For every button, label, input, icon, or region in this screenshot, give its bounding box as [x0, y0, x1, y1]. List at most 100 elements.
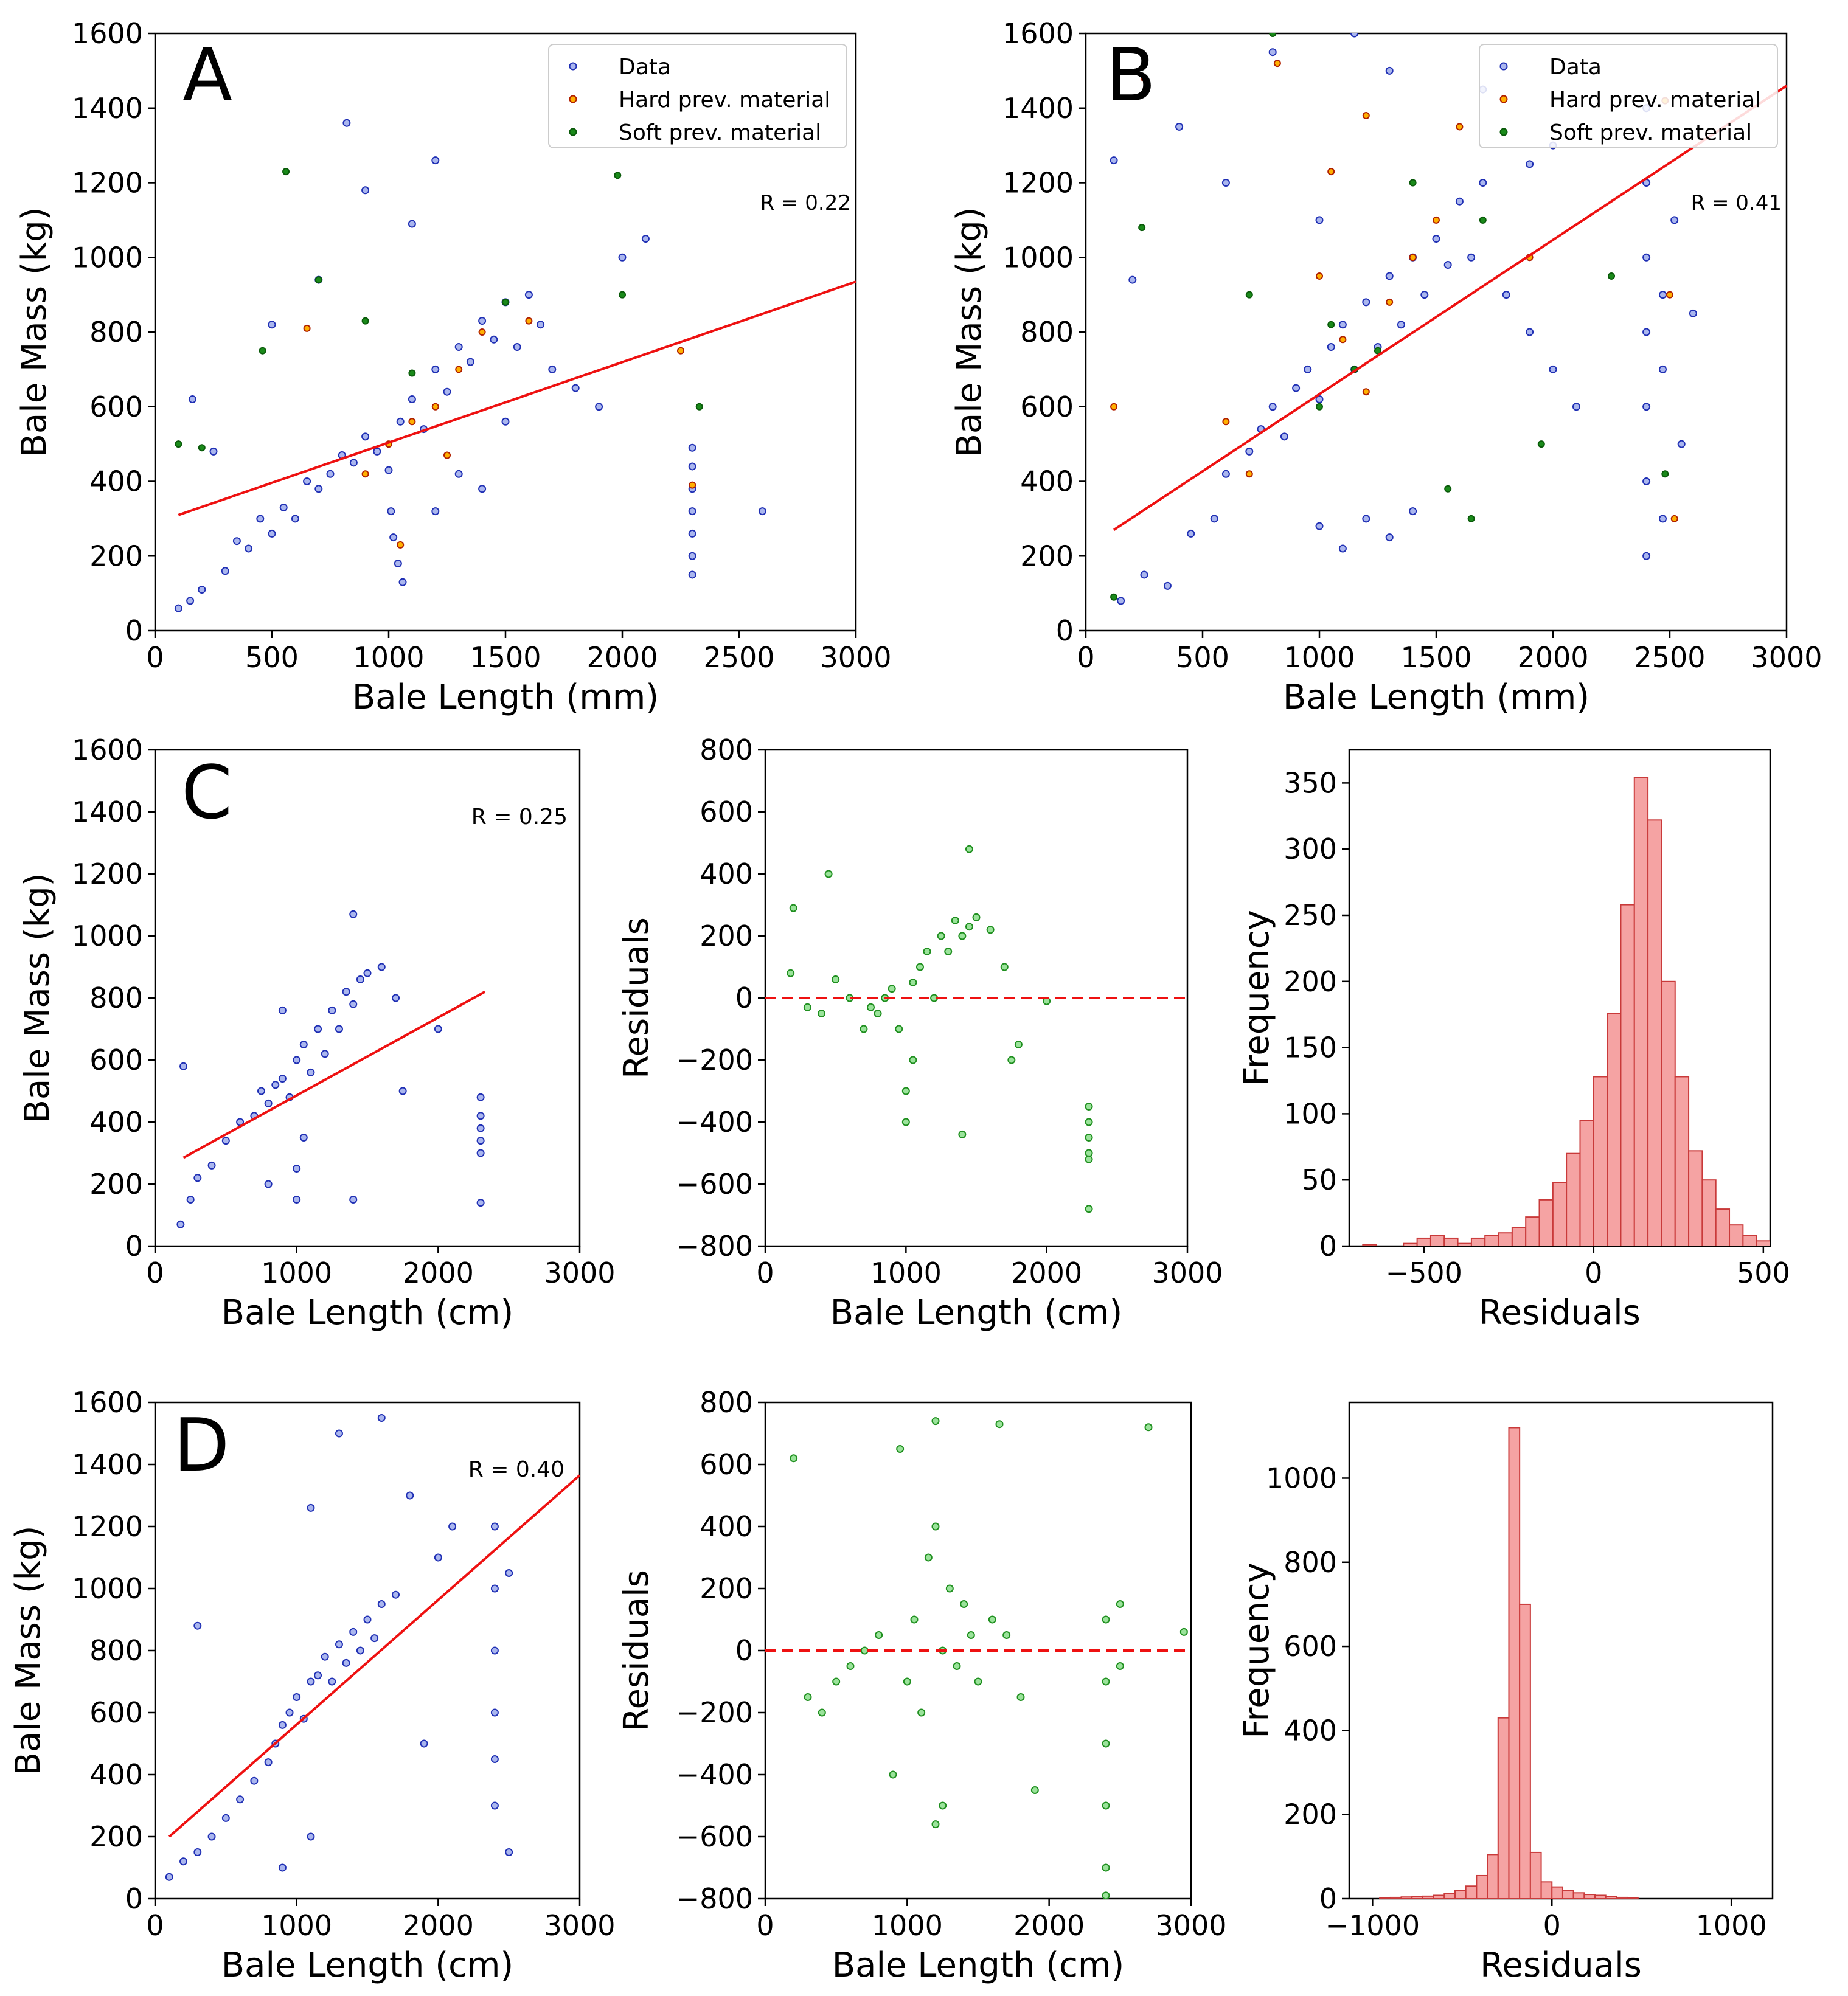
y-tick-label: 0 — [735, 1634, 753, 1667]
data-point — [328, 1677, 336, 1686]
histogram-bar — [1443, 1237, 1459, 1246]
data-point — [1572, 403, 1580, 411]
x-tick-label: 1000 — [1284, 641, 1355, 674]
histogram-bar — [1400, 1896, 1413, 1899]
histogram-bar — [1715, 1208, 1731, 1246]
data-point — [1338, 321, 1347, 329]
data-point — [408, 418, 416, 426]
data-point — [342, 1658, 350, 1667]
data-point — [1280, 432, 1288, 441]
data-point — [431, 365, 440, 373]
y-tick-label: −600 — [676, 1820, 753, 1853]
data-point — [1292, 384, 1301, 392]
histogram-bar — [1620, 904, 1635, 1246]
y-tick-label: 0 — [125, 1882, 143, 1915]
data-point — [974, 1677, 982, 1686]
data-point — [361, 470, 369, 478]
y-tick-label: 800 — [1284, 1546, 1337, 1579]
data-point — [1658, 515, 1667, 523]
data-point — [688, 462, 696, 471]
data-point — [571, 384, 580, 392]
y-tick-label: 1600 — [1002, 17, 1074, 50]
x-tick-label: 3000 — [1751, 641, 1822, 674]
x-axis-label: Residuals — [1480, 1946, 1642, 1985]
data-point — [490, 1522, 499, 1531]
data-point — [1316, 272, 1323, 280]
data-point — [420, 1739, 428, 1748]
data-point — [1210, 515, 1218, 523]
y-tick-label: 0 — [125, 614, 143, 647]
data-point — [931, 1522, 940, 1531]
data-point — [875, 1631, 883, 1639]
marks — [165, 1414, 580, 1881]
fit-line — [1113, 85, 1787, 531]
data-point — [505, 1569, 513, 1577]
data-point — [356, 1646, 364, 1655]
data-point — [688, 570, 696, 579]
y-tick-label: 200 — [700, 1572, 753, 1605]
panel-letter: A — [182, 33, 232, 118]
data-point — [939, 1801, 947, 1810]
data-point — [443, 387, 451, 396]
y-tick-label: 1400 — [72, 1448, 143, 1481]
data-point — [221, 567, 229, 575]
x-tick-label: 0 — [146, 1256, 164, 1289]
data-point — [988, 1615, 996, 1624]
data-point — [293, 1056, 301, 1064]
data-point — [434, 1553, 442, 1562]
data-point — [476, 1137, 485, 1145]
data-point — [188, 395, 196, 403]
data-point — [307, 1503, 315, 1512]
data-point — [476, 1124, 485, 1132]
data-point — [490, 1755, 499, 1763]
x-tick-label: 2000 — [1011, 1256, 1082, 1289]
data-point — [466, 358, 474, 366]
x-tick-label: 0 — [1077, 641, 1094, 674]
data-point — [1221, 470, 1230, 478]
y-tick-label: 200 — [1020, 539, 1074, 572]
data-point — [688, 507, 696, 516]
x-axis-label: Bale Length (cm) — [221, 1946, 514, 1985]
y-tick-label: −200 — [676, 1696, 753, 1729]
x-tick-label: 1000 — [1696, 1909, 1767, 1942]
data-point — [397, 541, 405, 549]
data-point — [1456, 123, 1464, 131]
data-point — [349, 459, 358, 467]
data-point — [1085, 1155, 1093, 1163]
data-point — [1642, 403, 1651, 411]
y-tick-label: 350 — [1284, 766, 1337, 799]
histogram-bar — [1484, 1235, 1499, 1246]
r-annotation: R = 0.25 — [471, 805, 568, 830]
data-point — [454, 470, 463, 478]
data-point — [377, 1600, 386, 1608]
plot-frame — [1348, 1401, 1774, 1900]
data-point — [207, 1832, 216, 1841]
data-point — [179, 1062, 188, 1070]
data-point — [1642, 552, 1651, 560]
y-tick-label: 0 — [1319, 1882, 1337, 1915]
data-point — [895, 1025, 903, 1033]
legend-label: Hard prev. material — [1549, 88, 1761, 113]
data-point — [221, 1137, 230, 1145]
data-point — [478, 328, 486, 336]
data-point — [917, 1708, 926, 1717]
data-point — [1175, 122, 1184, 131]
data-point — [619, 291, 626, 299]
data-point — [1339, 336, 1347, 344]
data-point — [408, 220, 416, 228]
data-point — [1670, 515, 1678, 522]
y-tick-label: 200 — [89, 539, 143, 572]
histogram-bar — [1742, 1235, 1757, 1246]
data-point — [758, 507, 766, 516]
histogram-bar — [1593, 1076, 1608, 1246]
data-point — [937, 932, 945, 940]
x-tick-label: 3000 — [1155, 1909, 1226, 1942]
data-point — [396, 417, 405, 426]
y-tick-label: 200 — [700, 920, 753, 952]
data-point — [1642, 253, 1651, 262]
y-tick-label: 1600 — [72, 733, 143, 766]
marks — [176, 910, 486, 1228]
y-tick-label: 0 — [1319, 1230, 1337, 1263]
data-point — [307, 1832, 315, 1841]
